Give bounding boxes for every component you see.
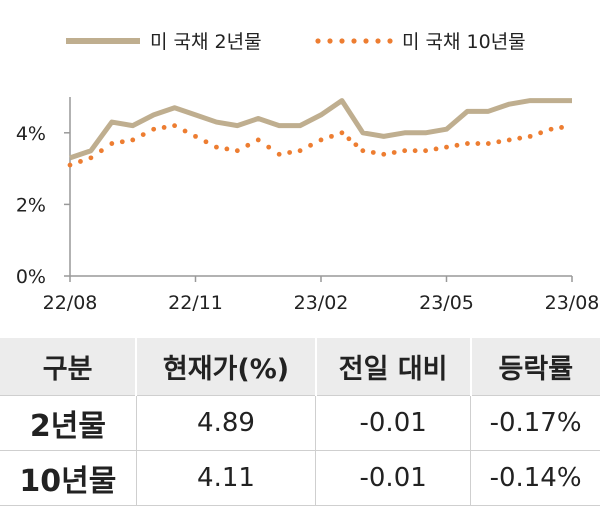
legend-10y-swatch <box>315 38 393 44</box>
legend-dot <box>327 38 333 44</box>
series-10y-point <box>346 136 352 142</box>
series-10y-point <box>353 142 359 148</box>
series-2y-line <box>69 98 572 161</box>
series-10y-point <box>444 144 449 150</box>
series-10y-point <box>339 130 345 136</box>
legend-10y-label: 미 국채 10년물 <box>402 31 526 53</box>
legend-dot <box>375 38 381 44</box>
legend-dot <box>315 38 321 44</box>
yield-chart: 미 국채 2년물 미 국채 10년물 0% 2% 4% 22/08 22/11 23/02… <box>16 31 600 314</box>
series-10y-point <box>140 132 146 137</box>
y-tick-label: 4% <box>16 123 46 145</box>
series-10y-point <box>496 139 502 145</box>
series-10y-point <box>88 155 94 161</box>
series-10y-point <box>67 162 73 168</box>
series-10y-point <box>527 133 533 139</box>
series-10y-point <box>151 126 157 132</box>
row-change: -0.01 <box>315 450 471 506</box>
legend-dot <box>363 38 369 44</box>
legend-2y-label: 미 국채 2년물 <box>150 31 262 53</box>
series-10y-point <box>182 128 188 134</box>
legend-dot <box>351 38 357 44</box>
series-10y-point <box>454 142 460 148</box>
series-10y-point <box>318 137 324 143</box>
y-tick-label: 0% <box>16 266 46 288</box>
series-10y-point <box>433 146 439 152</box>
series-10y-point <box>224 146 230 152</box>
legend-dot <box>339 38 345 44</box>
series-10y-point <box>287 150 293 155</box>
series-10y-point <box>308 142 313 148</box>
series-10y-point <box>214 144 219 150</box>
row-rate: -0.14% <box>470 450 600 506</box>
table-row: 10년물 4.11 -0.01 -0.14% <box>0 450 600 506</box>
x-tick-label: 22/11 <box>168 292 223 314</box>
series-10y-point <box>329 133 334 139</box>
series-10y-point <box>245 142 251 148</box>
x-tick-label: 22/08 <box>43 292 98 314</box>
summary-table: 구분 현재가(%) 전일 대비 등락률 2년물 4.89 -0.01 -0.17… <box>0 338 600 506</box>
row-rate: -0.17% <box>470 395 600 451</box>
series-10y-point <box>98 148 104 154</box>
series-10y-point <box>172 123 177 129</box>
series-10y-point <box>412 148 418 154</box>
series-10y-point <box>360 148 366 154</box>
legend-dot <box>387 38 393 44</box>
series-10y-point <box>130 137 136 143</box>
series-10y-point <box>506 137 512 143</box>
header-rate: 등락률 <box>469 338 600 396</box>
series-10y-point <box>402 148 408 154</box>
table-header-row: 구분 현재가(%) 전일 대비 등락률 <box>0 338 600 396</box>
series-10y-point <box>559 125 564 130</box>
series-10y-point <box>119 139 125 145</box>
series-10y-point <box>203 139 209 145</box>
series-10y-point <box>381 151 387 157</box>
series-10y-point <box>255 137 261 143</box>
series-10y-point <box>370 150 376 155</box>
series-10y-point <box>517 135 523 141</box>
series-10y-point <box>391 150 397 155</box>
x-tick-label: 23/02 <box>294 292 349 314</box>
series-10y-point <box>485 141 491 146</box>
series-10y-point <box>276 151 282 157</box>
row-current: 4.11 <box>135 450 316 506</box>
series-10y-point <box>548 126 554 132</box>
x-tick-label: 23/08 <box>545 292 600 314</box>
series-10y-point <box>475 141 481 146</box>
series-10y-point <box>161 125 167 130</box>
x-tick-label: 23/05 <box>419 292 474 314</box>
row-change: -0.01 <box>315 395 471 451</box>
header-category: 구분 <box>0 338 137 396</box>
series-10y-point <box>109 141 115 146</box>
row-label: 2년물 <box>0 395 137 451</box>
series-10y-point <box>234 148 240 154</box>
row-current: 4.89 <box>135 395 316 451</box>
series-10y-point <box>78 159 83 164</box>
series-10y-point <box>423 148 428 154</box>
series-10y-point <box>465 141 470 146</box>
series-10y-point <box>193 133 198 139</box>
series-10y-point <box>538 130 544 136</box>
row-label: 10년물 <box>0 450 137 506</box>
header-change: 전일 대비 <box>314 338 471 396</box>
header-current: 현재가(%) <box>135 338 316 396</box>
series-10y-point <box>266 144 272 150</box>
table-row: 2년물 4.89 -0.01 -0.17% <box>0 395 600 451</box>
y-tick-label: 2% <box>16 194 46 216</box>
series-10y-point <box>297 148 303 154</box>
